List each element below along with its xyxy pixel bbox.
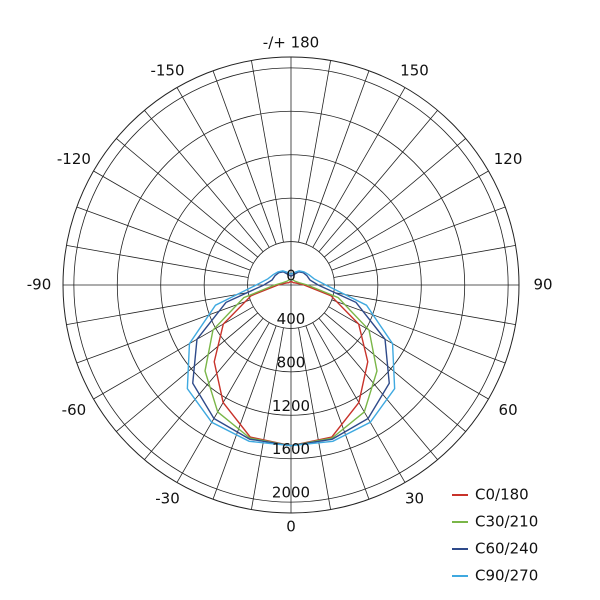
angle-label: 0: [286, 518, 296, 536]
spoke: [333, 292, 516, 325]
spoke: [298, 327, 331, 510]
angle-label: -60: [62, 401, 87, 419]
spoke: [318, 110, 438, 252]
spoke: [116, 138, 258, 258]
angle-label: -120: [57, 150, 91, 168]
spoke: [212, 70, 277, 245]
spoke: [66, 245, 249, 278]
spoke: [331, 299, 506, 364]
spoke: [144, 110, 264, 252]
spoke: [333, 245, 516, 278]
spoke: [328, 306, 489, 400]
spoke: [324, 138, 466, 258]
r-tick-label: 2000: [272, 484, 310, 502]
spoke: [116, 312, 258, 432]
legend-label: C0/180: [475, 486, 529, 504]
spoke: [298, 60, 331, 243]
spoke: [93, 170, 254, 264]
spoke: [76, 299, 251, 364]
r-tick-label: 1200: [272, 397, 310, 415]
legend-label: C90/270: [475, 567, 538, 585]
spoke: [305, 325, 370, 500]
r-tick-label: 1600: [272, 440, 310, 458]
spoke: [305, 70, 370, 245]
angle-label: 150: [400, 62, 429, 80]
series-line: [186, 270, 396, 447]
legend-label: C60/240: [475, 540, 538, 558]
spoke: [328, 170, 489, 264]
spoke: [176, 87, 270, 248]
r-tick-label: 0: [286, 267, 296, 285]
legend-label: C30/210: [475, 513, 538, 531]
spoke: [251, 60, 284, 243]
angle-label: -90: [27, 276, 52, 294]
r-tick-label: 800: [277, 353, 306, 371]
angle-label: 60: [499, 401, 518, 419]
spoke: [251, 327, 284, 510]
spoke: [93, 306, 254, 400]
spoke: [144, 318, 264, 460]
angle-label: -150: [150, 62, 184, 80]
angle-label: 120: [494, 150, 523, 168]
spoke: [331, 206, 506, 271]
spoke: [318, 318, 438, 460]
angle-label: -30: [155, 489, 180, 507]
angle-label: 30: [405, 489, 424, 507]
spoke: [212, 325, 277, 500]
spoke: [66, 292, 249, 325]
angle-label: -/+ 180: [263, 34, 319, 52]
spoke: [76, 206, 251, 271]
angle-label: 90: [533, 276, 552, 294]
r-tick-label: 400: [277, 310, 306, 328]
spoke: [312, 87, 406, 248]
spoke: [324, 312, 466, 432]
